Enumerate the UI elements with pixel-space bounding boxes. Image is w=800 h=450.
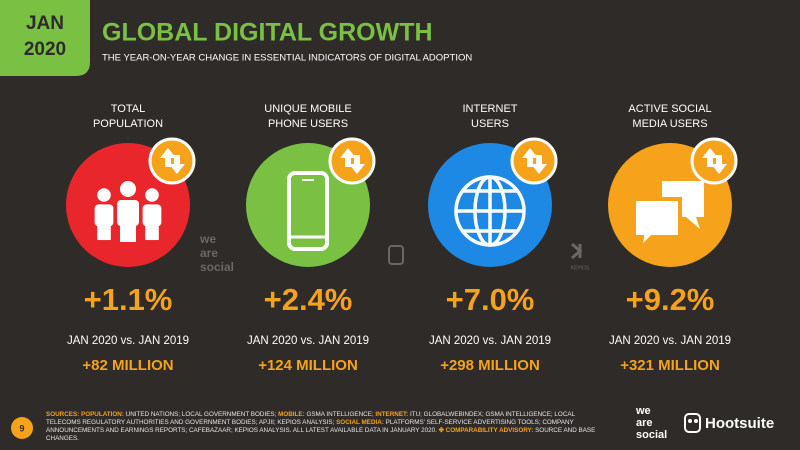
- absolute-change: +124 MILLION: [258, 357, 358, 374]
- icon-bubble: [632, 197, 682, 255]
- badge-year: 2020: [24, 39, 66, 60]
- arrow-up: [522, 148, 538, 167]
- source-label: ✤ COMPARABILITY ADVISORY:: [438, 427, 534, 434]
- icon-head: [97, 188, 111, 202]
- date-badge: [0, 0, 90, 76]
- source-label: SOURCES:: [46, 411, 80, 418]
- hootsuite-owl-eye: [688, 419, 692, 423]
- logo-text: are: [636, 417, 653, 429]
- indicator-label: ACTIVE SOCIAL: [628, 103, 711, 115]
- change-badge: [510, 137, 558, 185]
- icon-legs: [97, 224, 111, 241]
- source-text: PLATFORMS' SELF-SERVICE ADVERTISING TOOL…: [46, 419, 574, 434]
- title: GLOBAL DIGITAL GROWTH: [102, 19, 433, 47]
- watermark-text: KEPIOS: [571, 265, 590, 271]
- change-badge-circle: [510, 137, 558, 185]
- indicator-label: PHONE USERS: [268, 118, 348, 130]
- indicator-label: POPULATION: [93, 118, 163, 130]
- page-number: 9: [19, 423, 24, 433]
- period: JAN 2020 vs. JAN 2019: [67, 335, 189, 347]
- indicator-icon: [632, 181, 704, 255]
- change-badge: [328, 137, 376, 185]
- absolute-change: +298 MILLION: [440, 357, 540, 374]
- indicator-label: USERS: [471, 118, 509, 130]
- source-label: INTERNET:: [375, 411, 409, 418]
- indicator-label: TOTAL: [111, 103, 145, 115]
- icon-legs: [145, 224, 159, 241]
- source-text: SOURCE AND BASE CHANGES.: [46, 427, 596, 442]
- arrow-up: [340, 148, 356, 167]
- absolute-change: +82 MILLION: [82, 357, 173, 374]
- indicator-label: UNIQUE MOBILE: [264, 103, 351, 115]
- watermark-text: we: [199, 232, 216, 246]
- period: JAN 2020 vs. JAN 2019: [429, 335, 551, 347]
- arrow-down: [531, 155, 547, 174]
- indicators: TOTAL POPULATION +1.1% JAN 2020 vs. JAN 201…: [66, 103, 738, 374]
- watermark-text: social: [200, 260, 234, 274]
- arrow-down: [711, 155, 727, 174]
- source-text: ITU; GLOBALWEBINDEX; GSMA INTELLIGENCE; …: [46, 411, 575, 426]
- change-badge-circle: [148, 137, 196, 185]
- change-value: +9.2%: [626, 282, 715, 317]
- logo-text: we: [635, 405, 651, 417]
- change-value: +1.1%: [84, 282, 173, 317]
- logo-hootsuite: Hootsuite: [705, 415, 774, 432]
- icon-body: [117, 200, 139, 226]
- arrow-down: [349, 155, 365, 174]
- hootsuite-owl: [684, 413, 701, 433]
- badge-month: JAN: [26, 13, 64, 34]
- source-text: GSMA INTELLIGENCE;: [306, 411, 374, 418]
- change-badge: [148, 137, 196, 185]
- logo-wearesocial: we are social: [635, 405, 667, 441]
- absolute-change: +321 MILLION: [620, 357, 720, 374]
- arrow-up: [702, 148, 718, 167]
- icon-head: [120, 181, 136, 197]
- subtitle: THE YEAR-ON-YEAR CHANGE IN ESSENTIAL IND…: [102, 53, 472, 64]
- change-badge-circle: [328, 137, 376, 185]
- indicator-label: INTERNET: [463, 103, 518, 115]
- page-badge: [11, 417, 33, 439]
- indicator-icon: [94, 181, 162, 242]
- source-label: POPULATION:: [81, 411, 124, 418]
- change-badge: [690, 137, 738, 185]
- watermark-owl: [388, 245, 404, 265]
- period: JAN 2020 vs. JAN 2019: [609, 335, 731, 347]
- sources: SOURCES: POPULATION: UNITED NATIONS; LOC…: [46, 411, 606, 443]
- logo-text: social: [636, 429, 667, 441]
- arrow-up: [160, 148, 176, 167]
- period: JAN 2020 vs. JAN 2019: [247, 335, 369, 347]
- indicator-label: MEDIA USERS: [632, 118, 707, 130]
- indicator-icon: [287, 171, 329, 251]
- icon-head: [145, 188, 159, 202]
- change-value: +2.4%: [264, 282, 353, 317]
- icon-phone: [287, 171, 329, 251]
- indicator-icon: [454, 175, 526, 247]
- source-text: UNITED NATIONS; LOCAL GOVERNMENT BODIES;: [125, 411, 277, 418]
- source-label: SOCIAL MEDIA:: [336, 419, 384, 426]
- change-value: +7.0%: [446, 282, 535, 317]
- watermark-wearesocial: we are social: [199, 232, 234, 274]
- hootsuite-owl-eye: [694, 419, 698, 423]
- icon-legs: [120, 224, 136, 242]
- icon-body: [142, 204, 162, 227]
- arrow-down: [169, 155, 185, 174]
- watermark-text: are: [200, 246, 218, 260]
- watermark-kepios-mark: [571, 242, 583, 260]
- source-label: MOBILE:: [278, 411, 305, 418]
- change-badge-circle: [690, 137, 738, 185]
- icon-body: [94, 204, 114, 227]
